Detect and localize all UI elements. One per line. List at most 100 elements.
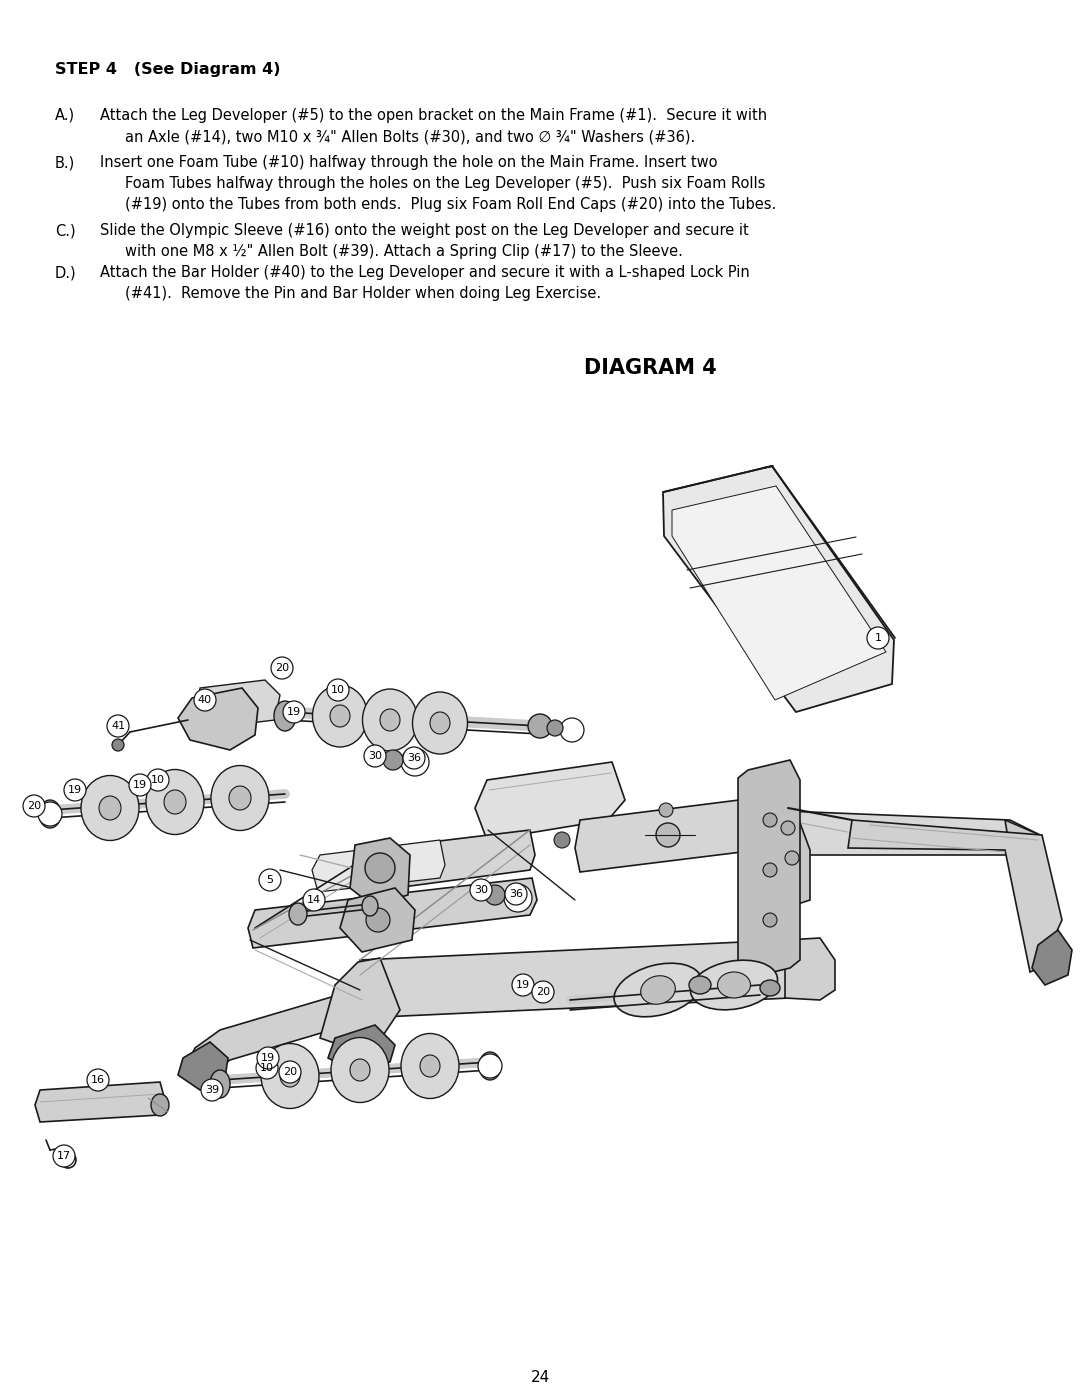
Text: Attach the Leg Developer (#5) to the open bracket on the Main Frame (#1).  Secur: Attach the Leg Developer (#5) to the ope… (100, 108, 767, 123)
Ellipse shape (81, 775, 139, 841)
Circle shape (785, 851, 799, 865)
Text: an Axle (#14), two M10 x ¾" Allen Bolts (#30), and two ∅ ¾" Washers (#36).: an Axle (#14), two M10 x ¾" Allen Bolts … (125, 129, 696, 144)
Ellipse shape (363, 689, 418, 752)
Text: 19: 19 (133, 780, 147, 789)
Ellipse shape (151, 1094, 168, 1116)
Circle shape (283, 701, 305, 724)
Ellipse shape (350, 1059, 370, 1081)
Circle shape (112, 739, 124, 752)
Polygon shape (672, 486, 886, 700)
Ellipse shape (261, 1044, 319, 1108)
Circle shape (504, 884, 532, 912)
Circle shape (403, 747, 426, 768)
Ellipse shape (164, 789, 186, 814)
Text: 24: 24 (530, 1370, 550, 1384)
Ellipse shape (380, 710, 400, 731)
Circle shape (554, 833, 570, 848)
Text: 10: 10 (151, 775, 165, 785)
Text: 16: 16 (91, 1076, 105, 1085)
Polygon shape (320, 958, 400, 1045)
Text: Attach the Bar Holder (#40) to the Leg Developer and secure it with a L-shaped L: Attach the Bar Holder (#40) to the Leg D… (100, 265, 750, 279)
Text: with one M8 x ½" Allen Bolt (#39). Attach a Spring Clip (#17) to the Sleeve.: with one M8 x ½" Allen Bolt (#39). Attac… (125, 244, 683, 258)
Text: 19: 19 (261, 1053, 275, 1063)
Polygon shape (340, 888, 415, 951)
Circle shape (256, 1058, 278, 1078)
Circle shape (53, 1146, 75, 1166)
Ellipse shape (760, 981, 780, 996)
Polygon shape (178, 1042, 228, 1090)
Ellipse shape (39, 800, 60, 828)
Text: 40: 40 (198, 694, 212, 705)
Text: 36: 36 (509, 888, 523, 900)
Ellipse shape (480, 1052, 501, 1080)
Circle shape (194, 689, 216, 711)
Polygon shape (757, 796, 810, 909)
Polygon shape (248, 877, 537, 949)
Text: 19: 19 (68, 785, 82, 795)
Circle shape (257, 1046, 279, 1069)
Text: 19: 19 (287, 707, 301, 717)
Circle shape (364, 745, 386, 767)
Text: (#41).  Remove the Pin and Bar Holder when doing Leg Exercise.: (#41). Remove the Pin and Bar Holder whe… (125, 286, 602, 300)
Circle shape (303, 888, 325, 911)
Text: 1: 1 (875, 633, 881, 643)
Circle shape (60, 1153, 76, 1168)
Polygon shape (178, 687, 258, 750)
Text: STEP 4   (See Diagram 4): STEP 4 (See Diagram 4) (55, 61, 281, 77)
Ellipse shape (401, 1034, 459, 1098)
Ellipse shape (689, 977, 711, 995)
Polygon shape (195, 680, 280, 728)
Ellipse shape (312, 685, 367, 747)
Ellipse shape (430, 712, 450, 733)
Polygon shape (328, 1025, 395, 1071)
Circle shape (659, 803, 673, 817)
Circle shape (147, 768, 168, 791)
Circle shape (762, 863, 777, 877)
Text: (#19) onto the Tubes from both ends.  Plug six Foam Roll End Caps (#20) into the: (#19) onto the Tubes from both ends. Plu… (125, 197, 777, 212)
Circle shape (87, 1069, 109, 1091)
Circle shape (271, 657, 293, 679)
Text: 19: 19 (516, 981, 530, 990)
Polygon shape (355, 940, 789, 1018)
Circle shape (107, 715, 129, 738)
Circle shape (259, 869, 281, 891)
Polygon shape (350, 838, 410, 905)
Ellipse shape (289, 902, 307, 925)
Text: 39: 39 (205, 1085, 219, 1095)
Circle shape (470, 879, 492, 901)
Polygon shape (357, 830, 535, 893)
Circle shape (546, 719, 563, 736)
Ellipse shape (420, 1055, 440, 1077)
Text: 5: 5 (267, 875, 273, 886)
Text: B.): B.) (55, 155, 76, 170)
Polygon shape (1032, 930, 1072, 985)
Text: DIAGRAM 4: DIAGRAM 4 (583, 358, 716, 379)
Text: 14: 14 (307, 895, 321, 905)
Ellipse shape (362, 895, 378, 916)
Ellipse shape (640, 975, 675, 1004)
Circle shape (478, 1053, 502, 1078)
Ellipse shape (210, 1070, 230, 1098)
Circle shape (38, 802, 62, 826)
Ellipse shape (690, 960, 778, 1010)
Ellipse shape (413, 692, 468, 754)
Text: 10: 10 (330, 685, 345, 694)
Text: Foam Tubes halfway through the holes on the Leg Developer (#5).  Push six Foam R: Foam Tubes halfway through the holes on … (125, 176, 766, 191)
Circle shape (23, 795, 45, 817)
Circle shape (201, 1078, 222, 1101)
Ellipse shape (330, 705, 350, 726)
Polygon shape (785, 937, 835, 1000)
Ellipse shape (99, 796, 121, 820)
Circle shape (383, 750, 403, 770)
Circle shape (365, 854, 395, 883)
Ellipse shape (229, 787, 251, 810)
Ellipse shape (330, 1038, 389, 1102)
Polygon shape (35, 1083, 165, 1122)
Text: 30: 30 (368, 752, 382, 761)
Text: D.): D.) (55, 265, 77, 279)
Ellipse shape (615, 963, 702, 1017)
Text: 20: 20 (27, 800, 41, 812)
Text: 30: 30 (474, 886, 488, 895)
Ellipse shape (274, 701, 296, 731)
Text: 41: 41 (111, 721, 125, 731)
